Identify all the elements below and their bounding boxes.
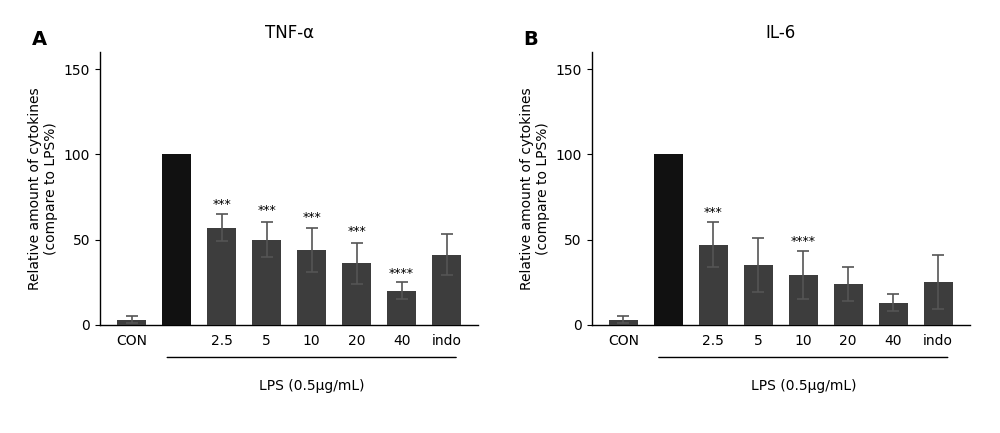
Bar xyxy=(699,245,728,325)
Bar xyxy=(387,291,416,325)
Bar xyxy=(252,239,281,325)
Y-axis label: Relative amount of cytokines
(compare to LPS%): Relative amount of cytokines (compare to… xyxy=(520,87,550,290)
Bar xyxy=(117,320,146,325)
Text: ***: *** xyxy=(347,225,366,238)
Title: TNF-α: TNF-α xyxy=(265,24,314,42)
Text: ***: *** xyxy=(302,211,321,224)
Bar xyxy=(162,154,191,325)
Title: IL-6: IL-6 xyxy=(766,24,796,42)
Text: B: B xyxy=(523,30,538,49)
Bar xyxy=(609,320,638,325)
Text: ****: **** xyxy=(389,268,414,281)
Text: LPS (0.5μg/mL): LPS (0.5μg/mL) xyxy=(751,379,856,393)
Y-axis label: Relative amount of cytokines
(compare to LPS%): Relative amount of cytokines (compare to… xyxy=(28,87,58,290)
Bar xyxy=(834,284,863,325)
Bar xyxy=(297,250,326,325)
Text: ***: *** xyxy=(704,206,723,219)
Text: LPS (0.5μg/mL): LPS (0.5μg/mL) xyxy=(259,379,364,393)
Bar xyxy=(654,154,683,325)
Bar xyxy=(432,255,461,325)
Bar xyxy=(342,263,371,325)
Text: ***: *** xyxy=(257,204,276,217)
Text: ****: **** xyxy=(791,235,816,248)
Bar xyxy=(924,282,953,325)
Bar xyxy=(789,275,818,325)
Bar xyxy=(744,265,773,325)
Text: A: A xyxy=(32,30,47,49)
Bar xyxy=(207,228,236,325)
Text: ***: *** xyxy=(212,197,231,210)
Bar xyxy=(879,303,908,325)
